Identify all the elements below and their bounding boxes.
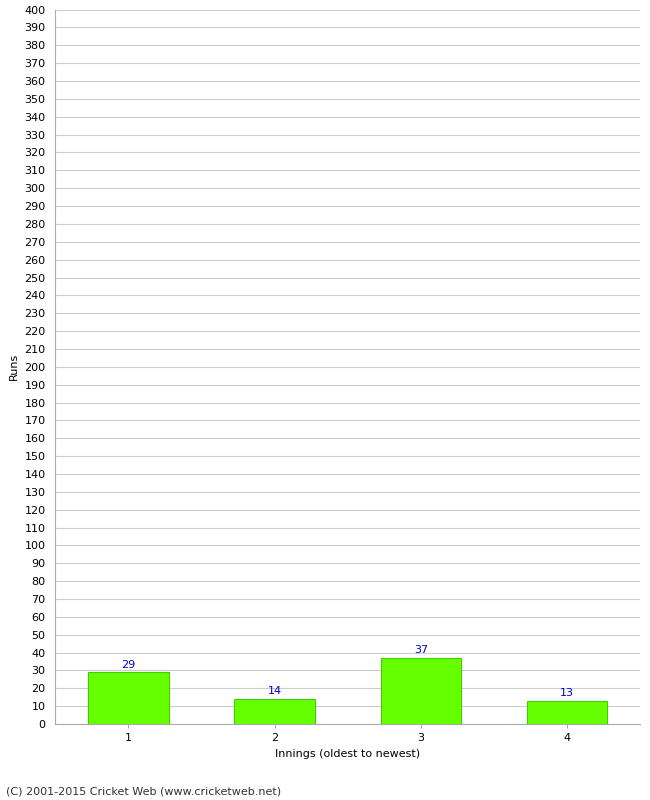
Text: 13: 13 (560, 688, 574, 698)
Text: 14: 14 (268, 686, 281, 696)
Y-axis label: Runs: Runs (8, 353, 19, 381)
Text: 37: 37 (414, 646, 428, 655)
Text: 29: 29 (122, 659, 135, 670)
Bar (527, 701, 607, 724)
X-axis label: Innings (oldest to newest): Innings (oldest to newest) (275, 749, 421, 758)
Bar (88, 672, 168, 724)
Bar (235, 699, 315, 724)
Bar (381, 658, 461, 724)
Text: (C) 2001-2015 Cricket Web (www.cricketweb.net): (C) 2001-2015 Cricket Web (www.cricketwe… (6, 786, 281, 796)
